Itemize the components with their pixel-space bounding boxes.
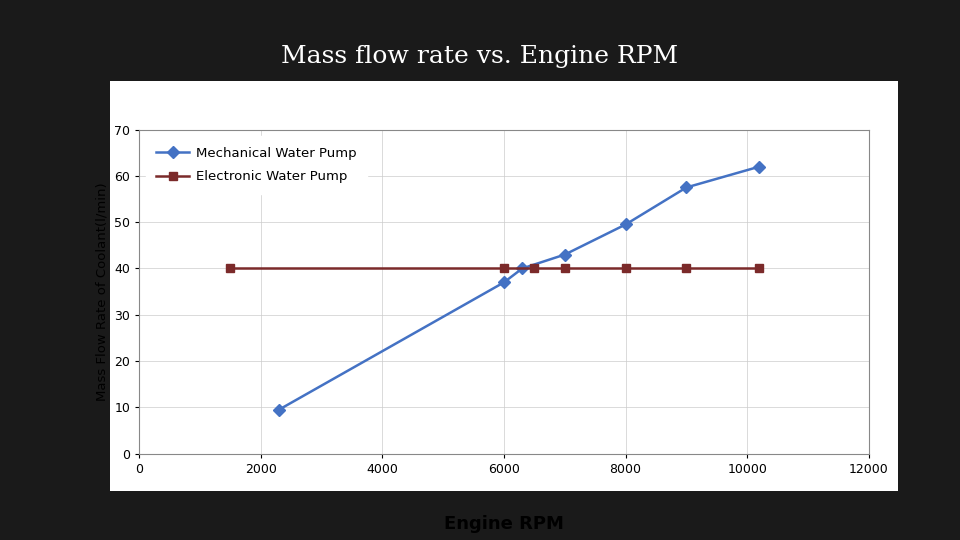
Electronic Water Pump bbox=[620, 265, 632, 272]
Line: Electronic Water Pump: Electronic Water Pump bbox=[227, 264, 763, 273]
Electronic Water Pump bbox=[754, 265, 765, 272]
Electronic Water Pump bbox=[559, 265, 570, 272]
Mechanical Water Pump bbox=[516, 265, 528, 272]
Mechanical Water Pump bbox=[274, 407, 285, 413]
Mechanical Water Pump bbox=[754, 164, 765, 170]
Electronic Water Pump bbox=[225, 265, 236, 272]
Mechanical Water Pump bbox=[498, 279, 510, 286]
Mechanical Water Pump bbox=[620, 221, 632, 228]
Text: Mass flow rate vs. Engine RPM: Mass flow rate vs. Engine RPM bbox=[281, 45, 679, 68]
X-axis label: Engine RPM: Engine RPM bbox=[444, 515, 564, 532]
Legend: Mechanical Water Pump, Electronic Water Pump: Mechanical Water Pump, Electronic Water … bbox=[146, 136, 367, 194]
Electronic Water Pump bbox=[529, 265, 540, 272]
Y-axis label: Mass Flow Rate of Coolant(l/min): Mass Flow Rate of Coolant(l/min) bbox=[96, 183, 108, 401]
Electronic Water Pump bbox=[681, 265, 692, 272]
Mechanical Water Pump bbox=[681, 184, 692, 191]
Mechanical Water Pump bbox=[559, 251, 570, 258]
Electronic Water Pump bbox=[498, 265, 510, 272]
Line: Mechanical Water Pump: Mechanical Water Pump bbox=[275, 163, 763, 414]
